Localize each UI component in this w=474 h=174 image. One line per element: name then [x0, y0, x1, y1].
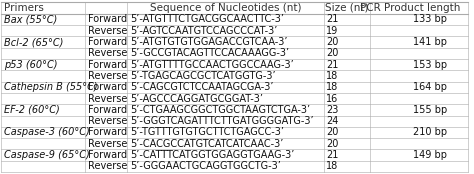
Text: 20: 20	[327, 139, 339, 149]
Text: 21: 21	[327, 150, 339, 160]
Text: Reverse: Reverse	[88, 48, 128, 58]
Text: Forward: Forward	[88, 128, 128, 137]
Text: 5’-GCCGTACAGTTCCACAAAGG-3’: 5’-GCCGTACAGTTCCACAAAGG-3’	[130, 48, 290, 58]
Text: Size (nt): Size (nt)	[325, 3, 369, 13]
Text: Forward: Forward	[88, 37, 128, 47]
Text: Primers: Primers	[4, 3, 44, 13]
Text: 24: 24	[327, 116, 339, 126]
Text: 16: 16	[327, 94, 338, 104]
Text: 5’-ATGTTTCTGACGGCAACTTC-3’: 5’-ATGTTTCTGACGGCAACTTC-3’	[130, 14, 284, 25]
Text: Reverse: Reverse	[88, 116, 128, 126]
Text: 18: 18	[327, 82, 338, 92]
Text: 210 bp: 210 bp	[413, 128, 447, 137]
Text: Caspase-9 (65°C): Caspase-9 (65°C)	[4, 150, 90, 160]
Text: 18: 18	[327, 161, 338, 171]
Text: 155 bp: 155 bp	[412, 105, 447, 115]
Text: Cathepsin B (55°C): Cathepsin B (55°C)	[4, 82, 98, 92]
Text: 5’-CAGCGTCTCCAATAGCGA-3’: 5’-CAGCGTCTCCAATAGCGA-3’	[130, 82, 274, 92]
Text: 5’-CATTTCATGGTGGAGGTGAAG-3’: 5’-CATTTCATGGTGGAGGTGAAG-3’	[130, 150, 295, 160]
Text: 20: 20	[327, 128, 339, 137]
Text: Forward: Forward	[88, 60, 128, 70]
Text: 5’-TGAGCAGCGCTCATGGTG-3’: 5’-TGAGCAGCGCTCATGGTG-3’	[130, 71, 276, 81]
Text: Forward: Forward	[88, 150, 128, 160]
Text: 5’-GGGTCAGATTTCTTGATGGGGATG-3’: 5’-GGGTCAGATTTCTTGATGGGGATG-3’	[130, 116, 314, 126]
Text: 5’-GGGAACTGCAGGTGGCTG-3’: 5’-GGGAACTGCAGGTGGCTG-3’	[130, 161, 281, 171]
Text: 20: 20	[327, 37, 339, 47]
Text: Forward: Forward	[88, 105, 128, 115]
Text: 5’-CACGCCATGTCATCATCAAC-3’: 5’-CACGCCATGTCATCATCAAC-3’	[130, 139, 283, 149]
Text: Forward: Forward	[88, 82, 128, 92]
Text: Reverse: Reverse	[88, 94, 128, 104]
Text: 5’-ATGTGTGTGGAGACCGTCAA-3’: 5’-ATGTGTGTGGAGACCGTCAA-3’	[130, 37, 288, 47]
Text: Bax (55°C): Bax (55°C)	[4, 14, 57, 25]
Text: 21: 21	[327, 60, 339, 70]
Text: 19: 19	[327, 26, 338, 36]
Text: 141 bp: 141 bp	[413, 37, 447, 47]
Text: 20: 20	[327, 48, 339, 58]
Text: 5’-ATGTTTTGCCAACTGGCCAAG-3’: 5’-ATGTTTTGCCAACTGGCCAAG-3’	[130, 60, 294, 70]
Text: PCR Product length: PCR Product length	[360, 3, 460, 13]
Text: 5’-TGTTTGTGTGCTTCTGAGCC-3’: 5’-TGTTTGTGTGCTTCTGAGCC-3’	[130, 128, 284, 137]
Text: Forward: Forward	[88, 14, 128, 25]
Text: 18: 18	[327, 71, 338, 81]
Text: 164 bp: 164 bp	[413, 82, 447, 92]
Text: Reverse: Reverse	[88, 161, 128, 171]
Text: 23: 23	[327, 105, 339, 115]
Text: Reverse: Reverse	[88, 26, 128, 36]
Text: Reverse: Reverse	[88, 71, 128, 81]
Text: 153 bp: 153 bp	[413, 60, 447, 70]
Text: Sequence of Nucleotides (nt): Sequence of Nucleotides (nt)	[150, 3, 301, 13]
Text: 149 bp: 149 bp	[413, 150, 447, 160]
Text: 5’-AGTCCAATGTCCAGCCCAT-3’: 5’-AGTCCAATGTCCAGCCCAT-3’	[130, 26, 278, 36]
Text: p53 (60°C): p53 (60°C)	[4, 60, 58, 70]
Text: Caspase-3 (60°C): Caspase-3 (60°C)	[4, 128, 90, 137]
Text: Reverse: Reverse	[88, 139, 128, 149]
Text: 21: 21	[327, 14, 339, 25]
Text: Bcl-2 (65°C): Bcl-2 (65°C)	[4, 37, 64, 47]
Text: 5’-AGCCCAGGATGCGGAT-3’: 5’-AGCCCAGGATGCGGAT-3’	[130, 94, 263, 104]
Text: 5’-CTGAAGCGGCTGGCTAAGTCTGA-3’: 5’-CTGAAGCGGCTGGCTAAGTCTGA-3’	[130, 105, 310, 115]
Text: 133 bp: 133 bp	[413, 14, 447, 25]
Text: EF-2 (60°C): EF-2 (60°C)	[4, 105, 60, 115]
